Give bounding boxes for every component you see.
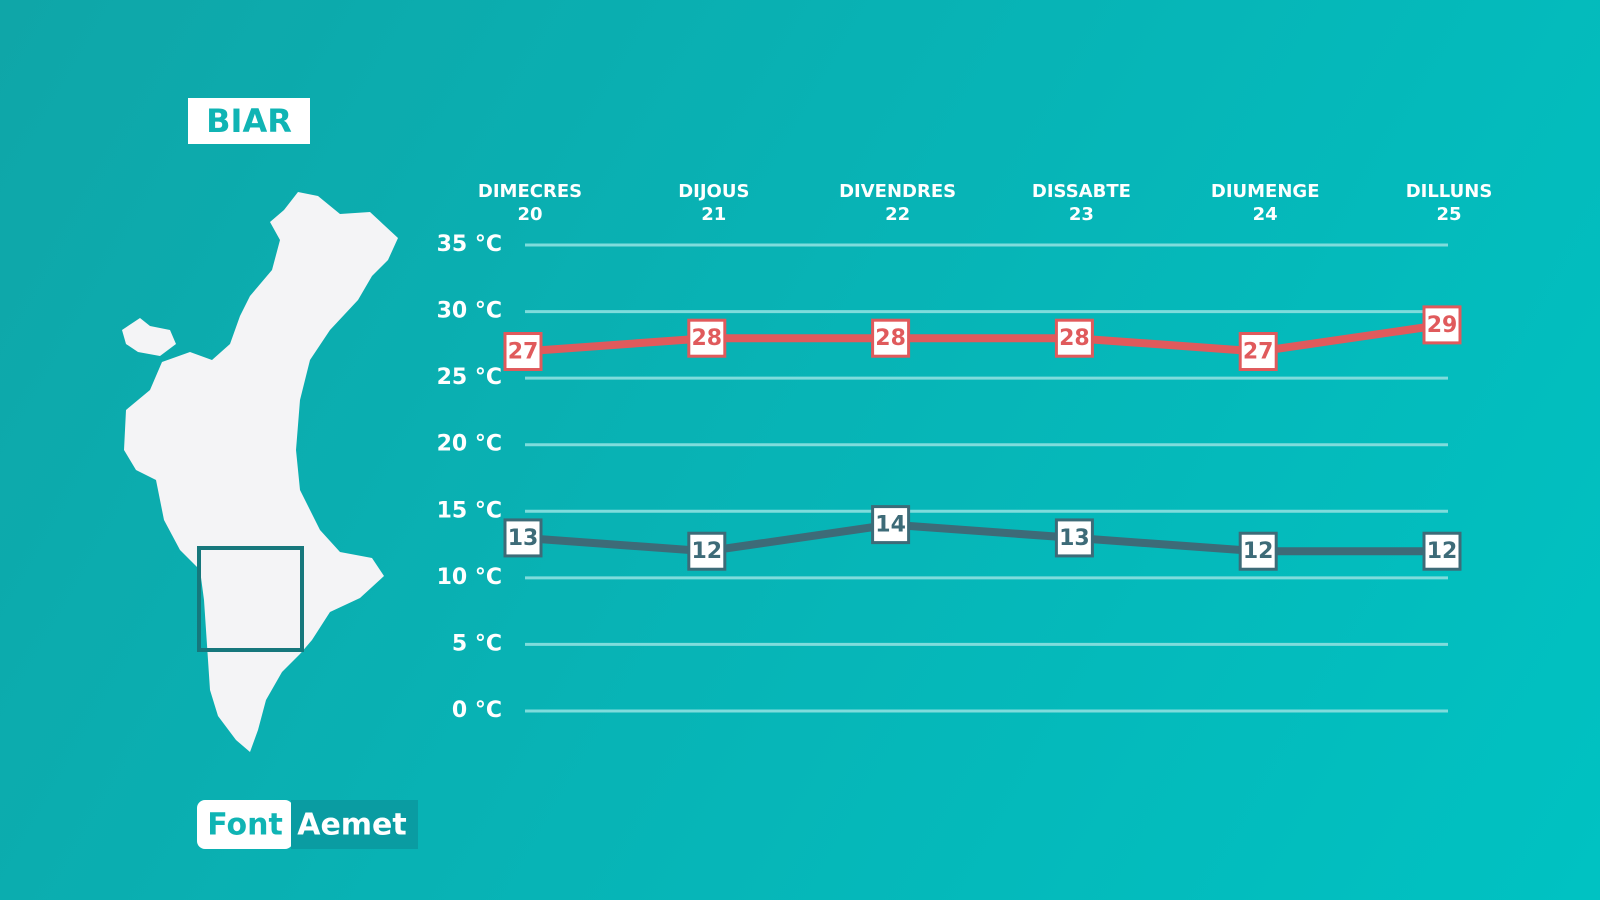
x-tick-label: DIVENDRES	[839, 181, 956, 202]
title-box	[188, 98, 310, 144]
data-label: 27	[1243, 340, 1274, 365]
x-tick-date: 25	[1436, 204, 1461, 225]
data-label: 28	[875, 326, 906, 351]
data-point	[1422, 531, 1462, 571]
x-tick-label: DILLUNS	[1406, 181, 1493, 202]
source-label: Font	[207, 808, 283, 843]
region-map	[124, 192, 398, 752]
location-box	[197, 546, 304, 652]
series-line	[522, 520, 1442, 556]
data-label: 13	[508, 526, 539, 551]
series-line	[522, 320, 1443, 356]
data-label: 12	[1243, 539, 1274, 564]
data-label: 13	[1059, 526, 1090, 551]
x-tick-label: DIMECRES	[478, 181, 582, 202]
map-islet	[122, 318, 176, 356]
x-tick-date: 23	[1069, 204, 1094, 225]
data-point	[871, 318, 911, 358]
data-point	[1054, 318, 1094, 358]
x-tick-label: DIUMENGE	[1211, 181, 1320, 202]
data-label: 27	[508, 340, 539, 365]
data-label: 12	[1427, 539, 1458, 564]
x-tick-label: DIJOUS	[678, 181, 749, 202]
y-tick-label: 5 °C	[452, 631, 502, 656]
x-tick-date: 20	[517, 204, 542, 225]
y-tick-label: 35 °C	[437, 232, 502, 257]
data-point	[871, 505, 911, 545]
data-point	[503, 332, 543, 372]
data-point	[687, 318, 727, 358]
x-tick-date: 22	[885, 204, 910, 225]
y-tick-label: 10 °C	[437, 565, 502, 590]
data-point	[1422, 305, 1462, 345]
data-label: 28	[691, 326, 722, 351]
data-point	[687, 531, 727, 571]
y-tick-label: 20 °C	[437, 432, 502, 457]
data-point	[1238, 332, 1278, 372]
source-name-box	[291, 800, 418, 849]
source-name: Aemet	[297, 808, 407, 843]
data-label: 28	[1059, 326, 1090, 351]
x-tick-date: 24	[1253, 204, 1278, 225]
data-label: 14	[875, 513, 906, 538]
data-point	[1238, 531, 1278, 571]
chart-title: BIAR	[206, 102, 292, 140]
data-point	[1054, 518, 1094, 558]
y-tick-label: 30 °C	[437, 299, 502, 324]
y-tick-label: 0 °C	[452, 698, 502, 723]
data-point	[503, 518, 543, 558]
x-tick-date: 21	[701, 204, 726, 225]
data-label: 12	[691, 539, 722, 564]
y-tick-label: 15 °C	[437, 498, 502, 523]
data-label: 29	[1427, 313, 1458, 338]
x-tick-label: DISSABTE	[1032, 181, 1131, 202]
y-tick-label: 25 °C	[437, 365, 502, 390]
source-label-box	[197, 800, 293, 849]
